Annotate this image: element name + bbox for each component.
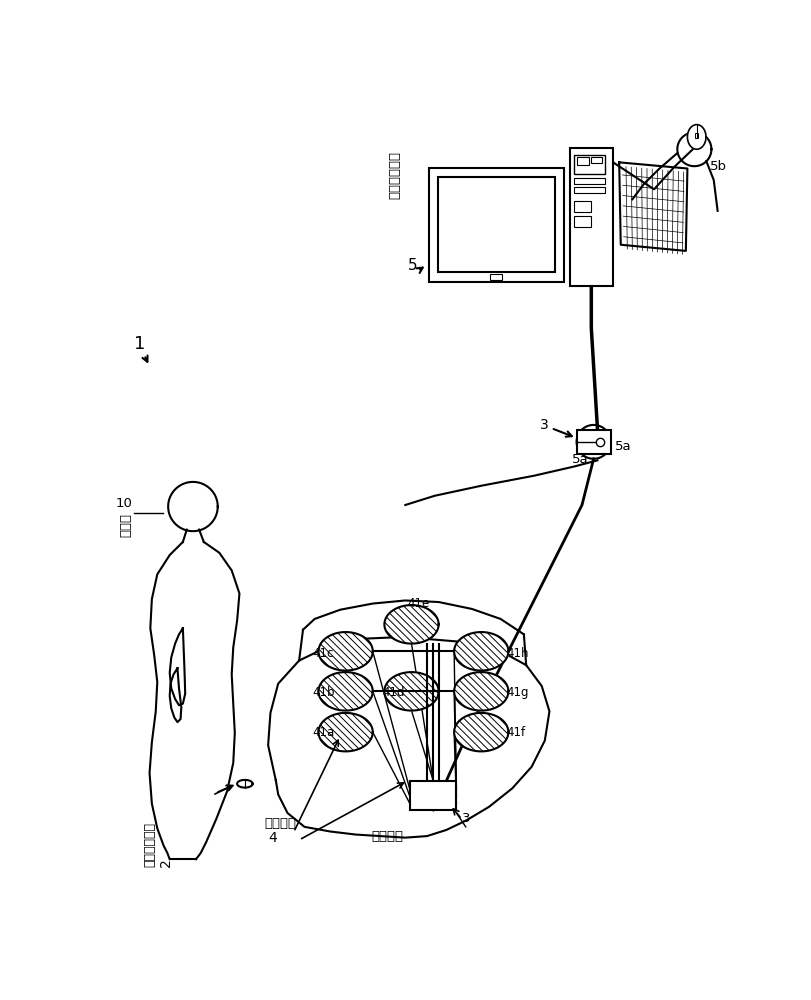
Text: 41e: 41e — [407, 597, 429, 610]
Text: 41a: 41a — [312, 726, 334, 739]
Text: 41g: 41g — [505, 686, 528, 699]
Bar — [577, 157, 588, 165]
Text: 胶囊型内穞镜: 胶囊型内穞镜 — [144, 822, 157, 867]
Text: 3: 3 — [539, 418, 548, 432]
Bar — [573, 187, 604, 193]
Polygon shape — [619, 162, 687, 251]
Text: 3: 3 — [461, 812, 470, 825]
Text: 1: 1 — [134, 335, 145, 353]
Polygon shape — [384, 605, 438, 644]
Text: 5a: 5a — [571, 453, 588, 466]
Polygon shape — [318, 713, 372, 751]
Polygon shape — [687, 125, 705, 149]
Text: 5b: 5b — [709, 160, 726, 173]
Text: 41b: 41b — [312, 686, 334, 699]
Text: 图像显示装置: 图像显示装置 — [388, 151, 401, 199]
Bar — [569, 148, 612, 286]
Bar — [428, 168, 564, 282]
Text: 被检体: 被检体 — [120, 513, 133, 537]
Bar — [437, 177, 554, 272]
Text: 接收装置: 接收装置 — [371, 830, 403, 843]
Polygon shape — [453, 632, 508, 671]
Bar — [573, 155, 604, 174]
Text: 41c: 41c — [312, 647, 333, 660]
Text: 41h: 41h — [505, 647, 528, 660]
Polygon shape — [268, 637, 549, 838]
Polygon shape — [384, 672, 438, 711]
Bar — [573, 201, 590, 212]
Bar — [590, 157, 602, 163]
Bar — [694, 133, 697, 138]
Bar — [573, 178, 604, 184]
Polygon shape — [453, 713, 508, 751]
Text: 10: 10 — [115, 497, 132, 510]
Text: 41d: 41d — [382, 686, 404, 699]
Polygon shape — [318, 672, 372, 711]
Bar — [573, 216, 590, 227]
Bar — [489, 274, 501, 280]
Text: 2: 2 — [159, 858, 173, 867]
Polygon shape — [237, 780, 252, 788]
Polygon shape — [318, 632, 372, 671]
Text: 4: 4 — [268, 831, 277, 845]
Text: 天线单元: 天线单元 — [264, 817, 296, 830]
Text: 5: 5 — [407, 258, 417, 273]
Text: 41f: 41f — [505, 726, 525, 739]
Polygon shape — [453, 672, 508, 711]
Bar — [410, 781, 456, 810]
Bar — [576, 430, 610, 454]
Text: 5a: 5a — [615, 440, 631, 453]
